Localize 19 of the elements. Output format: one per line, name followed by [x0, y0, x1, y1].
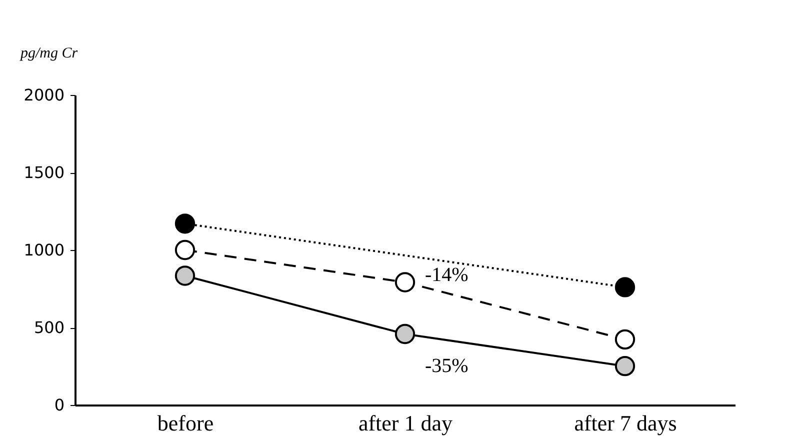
x-tick-label: after 1 day	[358, 410, 453, 436]
annotation: -35%	[425, 355, 468, 378]
point	[174, 240, 196, 260]
annotation: -14%	[425, 264, 468, 286]
y-tick-label: 1500	[24, 163, 64, 182]
point	[394, 324, 416, 344]
point	[614, 329, 636, 350]
point	[614, 277, 636, 298]
y-tick-label: 2000	[24, 86, 64, 104]
y-axis-title: pg/mg Cr	[20, 46, 78, 62]
point	[174, 214, 196, 234]
point	[394, 272, 416, 292]
y-tick-label: 1000	[24, 240, 64, 260]
x-tick-label: after 7 days	[574, 410, 677, 436]
point	[614, 356, 636, 376]
y-tick-label: 500	[34, 318, 64, 337]
x-tick-label: before	[157, 410, 214, 436]
point	[174, 266, 196, 286]
y-tick-label: 0	[54, 396, 64, 414]
